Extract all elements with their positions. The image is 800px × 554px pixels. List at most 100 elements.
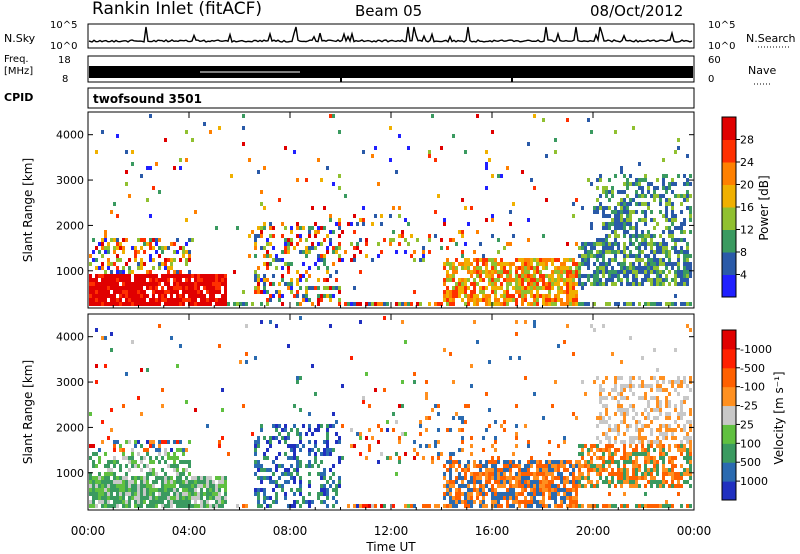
data-cell [632,210,635,214]
data-cell [104,238,107,242]
data-cell [545,282,548,286]
data-cell [122,274,125,278]
data-cell [614,384,617,388]
data-cell [674,182,677,186]
data-cell [566,504,569,508]
data-cell [635,428,638,432]
data-cell [161,250,164,254]
data-cell [92,282,95,286]
data-cell [158,302,161,306]
data-cell [455,282,458,286]
data-cell [182,452,185,456]
data-cell [95,294,98,298]
data-cell [446,492,449,496]
data-cell [296,302,299,306]
data-cell [530,456,533,460]
data-cell [578,472,581,476]
data-cell [110,286,113,290]
data-cell [533,114,536,118]
data-cell [113,500,116,504]
data-cell [596,424,599,428]
data-cell [149,254,152,258]
data-cell [398,206,401,210]
data-cell [320,476,323,480]
data-cell [137,464,140,468]
data-cell [98,286,101,290]
data-cell [146,440,149,444]
data-cell [458,282,461,286]
data-cell [674,270,677,274]
data-cell [299,408,302,412]
data-cell [443,278,446,282]
data-cell [275,266,278,270]
data-cell [608,246,611,250]
data-cell [308,452,311,456]
data-cell [476,262,479,266]
data-cell [368,448,371,452]
data-cell [533,282,536,286]
data-cell [440,238,443,242]
data-cell [152,238,155,242]
data-cell [470,262,473,266]
data-cell [353,444,356,448]
data-cell [521,302,524,306]
data-cell [434,404,437,408]
data-cell [629,384,632,388]
data-cell [518,266,521,270]
data-cell [494,436,497,440]
data-cell [380,452,383,456]
data-cell [263,166,266,170]
data-cell [92,298,95,302]
data-cell [548,484,551,488]
data-cell [356,432,359,436]
data-cell [209,286,212,290]
data-cell [122,504,125,508]
data-cell [335,286,338,290]
data-cell [629,198,632,202]
data-cell [98,298,101,302]
data-cell [269,436,272,440]
data-cell [266,456,269,460]
data-cell [548,294,551,298]
data-cell [545,298,548,302]
data-cell [668,302,671,306]
data-cell [101,246,104,250]
data-cell [656,440,659,444]
data-cell [527,282,530,286]
data-cell [266,496,269,500]
data-cell [89,488,92,492]
data-cell [575,496,578,500]
data-cell [686,456,689,460]
data-cell [179,472,182,476]
data-cell [194,500,197,504]
data-cell [161,294,164,298]
data-cell [557,488,560,492]
data-cell [152,444,155,448]
data-cell [653,218,656,222]
data-cell [590,130,593,134]
data-cell [593,262,596,266]
data-cell [488,258,491,262]
data-cell [482,270,485,274]
data-cell [155,282,158,286]
data-cell [164,448,167,452]
data-cell [506,460,509,464]
data-cell [659,278,662,282]
data-cell [116,488,119,492]
data-cell [587,254,590,258]
data-cell [482,254,485,258]
data-cell [221,500,224,504]
data-cell [329,468,332,472]
data-cell [656,408,659,412]
data-cell [179,294,182,298]
data-cell [326,492,329,496]
data-cell [512,286,515,290]
colorbar-segment [722,229,736,253]
data-cell [506,492,509,496]
data-cell [509,460,512,464]
data-cell [110,468,113,472]
data-cell [485,492,488,496]
data-cell [131,294,134,298]
data-cell [563,340,566,344]
data-cell [515,286,518,290]
